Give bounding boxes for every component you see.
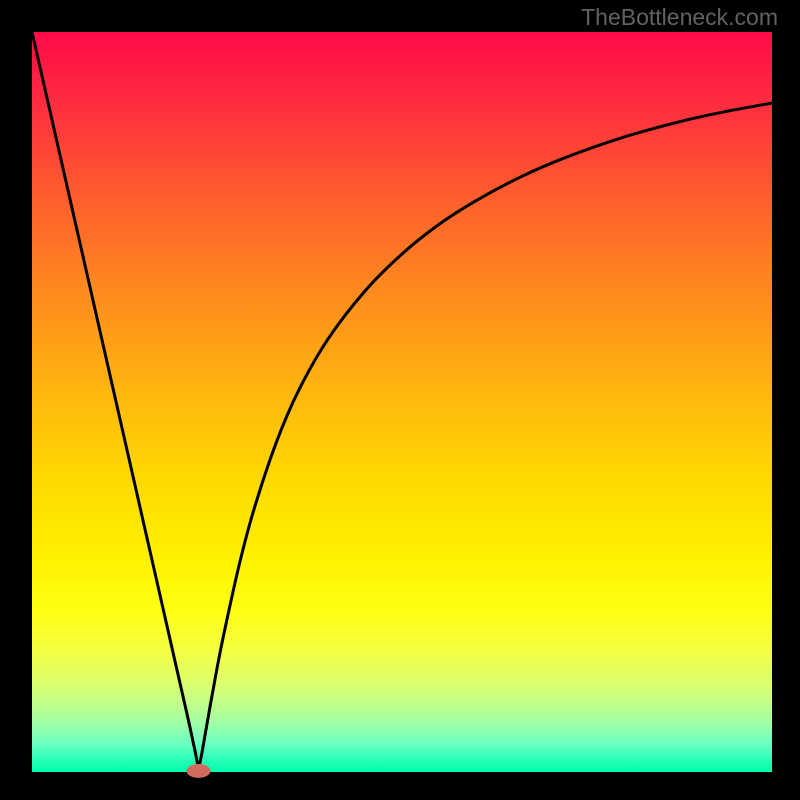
plot-background [32,32,772,772]
optimum-marker [187,764,211,778]
chart-container: TheBottleneck.com [0,0,800,800]
watermark-text: TheBottleneck.com [581,4,778,31]
chart-svg [0,0,800,800]
